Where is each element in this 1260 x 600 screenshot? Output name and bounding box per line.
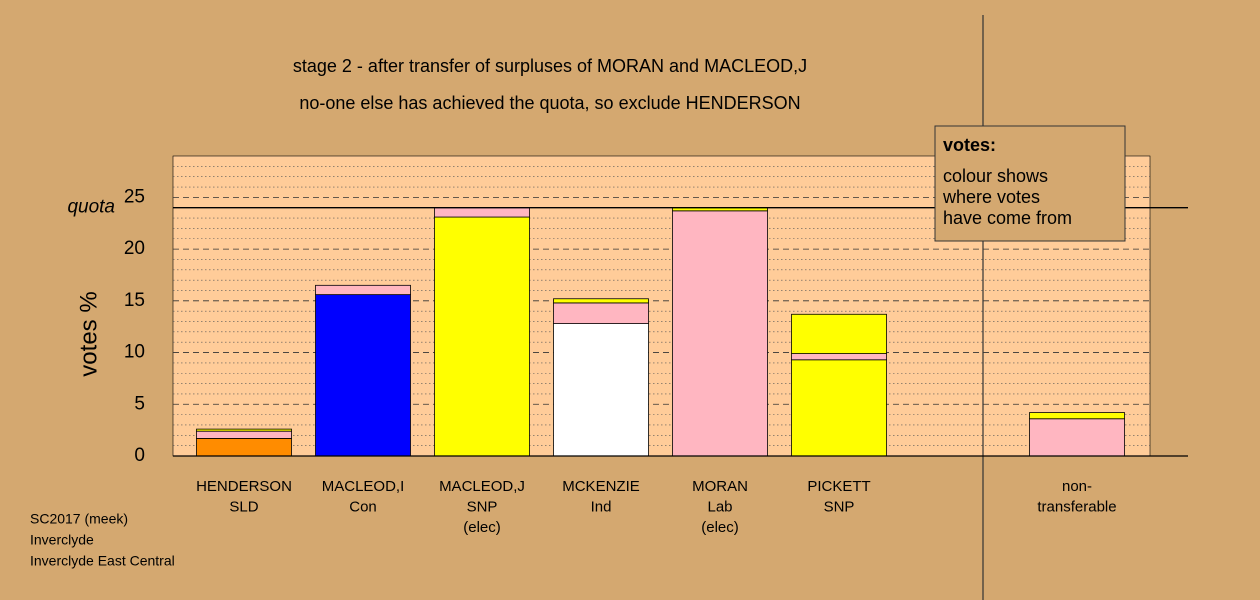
bar-segment: [791, 313, 887, 354]
x-tick-label: transferable: [1037, 498, 1116, 515]
x-tick-label: (elec): [463, 519, 501, 536]
quota-label: quota: [67, 197, 115, 218]
bar-segment: [1029, 412, 1125, 420]
y-tick-label: 15: [124, 290, 145, 311]
bar-segment: [434, 207, 530, 218]
bar-segment: [315, 294, 411, 457]
x-tick-label: HENDERSON: [196, 478, 292, 495]
bar-segment: [196, 430, 292, 439]
y-tick-label: 20: [124, 238, 145, 259]
x-tick-label: PICKETT: [807, 478, 870, 495]
y-tick-label: 5: [134, 393, 145, 414]
bar-segment: [1029, 418, 1125, 457]
legend-box: [934, 125, 1126, 242]
x-tick-label: SNP: [824, 498, 855, 515]
legend-title: votes:: [943, 135, 996, 155]
y-tick-label: 10: [124, 342, 145, 363]
y-tick-label: 0: [134, 445, 145, 466]
x-tick-label: MACLEOD,J: [439, 478, 525, 495]
x-tick-label: SLD: [229, 498, 258, 515]
bar-segment: [196, 438, 292, 457]
x-tick-label: SNP: [467, 498, 498, 515]
legend-text: have come from: [943, 208, 1072, 228]
x-tick-label: Ind: [591, 498, 612, 515]
chart-subtitle: no-one else has achieved the quota, so e…: [299, 93, 800, 113]
footer-text: SC2017 (meek): [30, 511, 128, 527]
chart-layer: 0 5 10 15 20 25 HENDERSON SLD MACLEOD,I Con MACLEO…: [30, 125, 1188, 569]
bar-segment: [553, 323, 649, 457]
x-tick-label: non-: [1062, 478, 1092, 495]
bar-segment: [553, 298, 649, 304]
bar-segment: [553, 302, 649, 324]
y-axis-label: votes %: [75, 291, 102, 376]
y-tick-label: 25: [124, 186, 145, 207]
x-tick-label: Lab: [707, 498, 732, 515]
x-tick-label: MCKENZIE: [562, 478, 640, 495]
legend-text: where votes: [942, 187, 1040, 207]
bar-segment: [672, 210, 768, 457]
x-tick-label: Con: [349, 498, 377, 515]
footer-text: Inverclyde: [30, 532, 94, 548]
chart-title: stage 2 - after transfer of surpluses of…: [293, 56, 807, 76]
x-tick-label: (elec): [701, 519, 739, 536]
legend-text: colour shows: [943, 166, 1048, 186]
bar-segment: [196, 428, 292, 432]
bar-segment: [791, 353, 887, 361]
footer-text: Inverclyde East Central: [30, 553, 175, 569]
bar-segment: [791, 359, 887, 457]
bar-segment: [315, 284, 411, 296]
x-tick-label: MORAN: [692, 478, 748, 495]
x-tick-label: MACLEOD,I: [322, 478, 405, 495]
bar-segment: [434, 216, 530, 457]
